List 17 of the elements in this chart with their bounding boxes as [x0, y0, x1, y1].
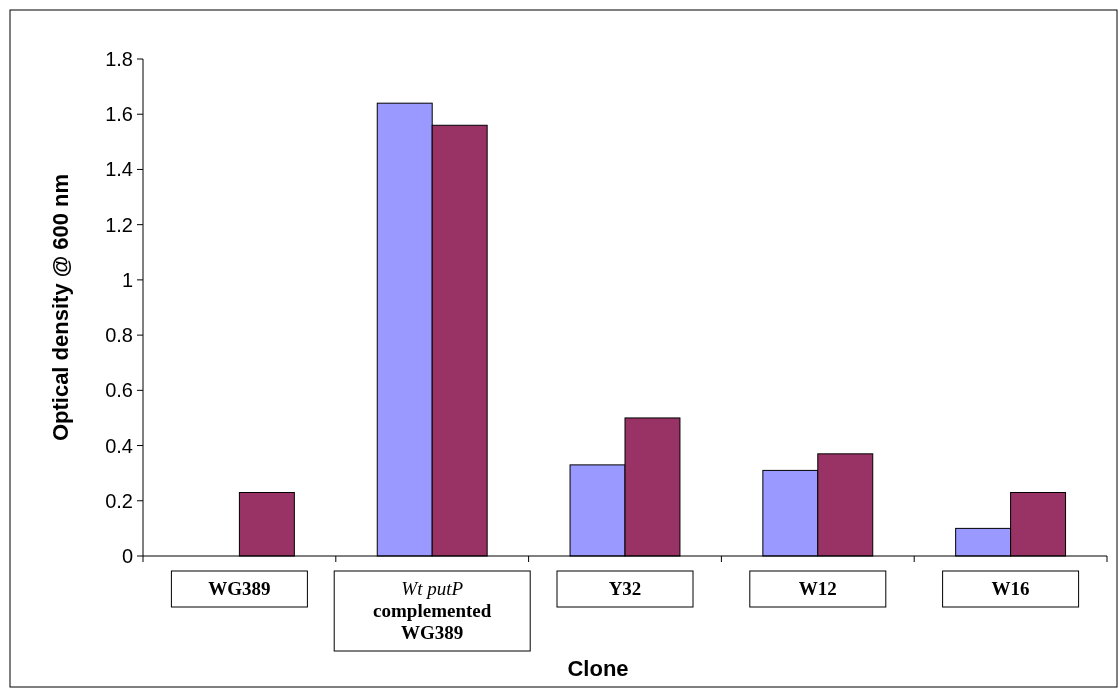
y-tick-label: 1.2 [105, 213, 133, 236]
x-tick-label: WG389 [208, 578, 271, 599]
y-tick-label: 1.6 [105, 103, 133, 126]
x-tick-label: W12 [798, 578, 837, 599]
x-tick-label: Wt putP complemented WG389 [373, 578, 492, 643]
y-tick-label: 1 [121, 268, 133, 291]
x-tick-label: W16 [991, 578, 1030, 599]
y-tick-label: 0.4 [105, 434, 133, 457]
y-tick-label: 0.6 [105, 379, 133, 402]
x-axis-title: Clone [567, 656, 629, 681]
y-tick-label: 0.8 [105, 324, 133, 347]
y-tick-label: 1.4 [105, 158, 133, 181]
y-tick-label: 0.2 [105, 489, 133, 512]
y-axis-title: Optical density @ 600 nm [48, 173, 73, 442]
y-tick-label: 0 [121, 545, 133, 567]
x-tick-label: Y32 [608, 578, 642, 599]
y-tick-label: 1.8 [105, 48, 133, 70]
